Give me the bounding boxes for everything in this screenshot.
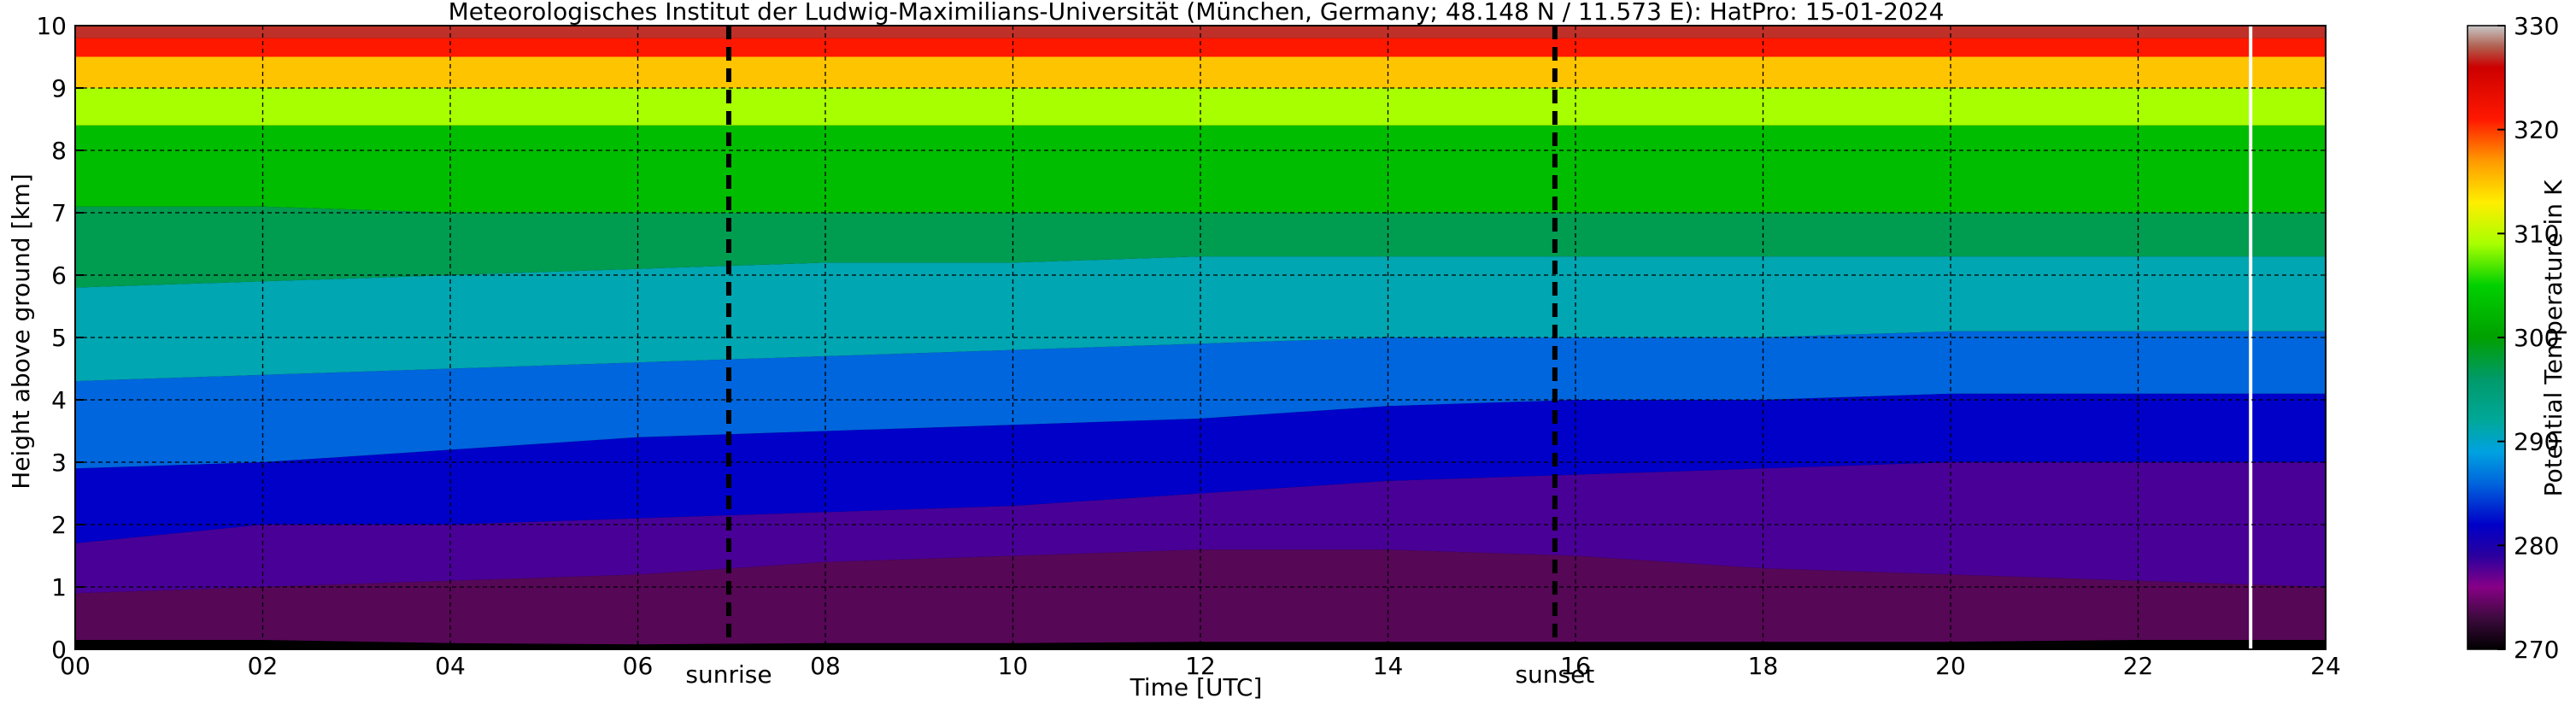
x-tick-label: 24 xyxy=(2310,652,2341,680)
colorbar-tick-label: 320 xyxy=(2514,116,2559,144)
y-tick-label: 6 xyxy=(51,261,67,290)
x-axis-label: Time [UTC] xyxy=(1130,673,1263,701)
sunset-label: sunset xyxy=(1515,660,1594,689)
chart-title: Meteorologisches Institut der Ludwig-Max… xyxy=(449,0,1945,26)
y-tick-label: 10 xyxy=(36,12,67,40)
colorbar-tick-label: 300 xyxy=(2514,324,2559,352)
y-axis-ticks: 0 1 2 3 4 5 6 7 8 9 10 xyxy=(36,12,84,664)
y-tick-label: 3 xyxy=(51,449,67,477)
x-tick-label: 04 xyxy=(435,652,466,680)
y-tick-label: 0 xyxy=(51,636,67,664)
x-tick-label: 14 xyxy=(1373,652,1404,680)
colorbar-tick-label: 290 xyxy=(2514,428,2559,456)
event-lines xyxy=(725,26,1558,649)
colorbar-tick-label: 310 xyxy=(2514,220,2559,248)
x-tick-label: 18 xyxy=(1748,652,1779,680)
x-tick-label: 12 xyxy=(1185,652,1216,680)
y-tick-label: 9 xyxy=(51,74,67,103)
y-tick-label: 7 xyxy=(51,199,67,227)
colorbar-tick-label: 270 xyxy=(2514,636,2559,664)
y-axis-label: Height above ground [km] xyxy=(7,173,35,490)
colorbar-ticks: 270 280 290 300 310 320 330 xyxy=(2497,12,2559,664)
grid-lines xyxy=(75,26,2326,649)
sunrise-label: sunrise xyxy=(685,660,772,689)
colorbar-label: Potential Temperature in K xyxy=(2539,179,2567,496)
y-tick-label: 2 xyxy=(51,511,67,539)
y-tick-label: 8 xyxy=(51,137,67,165)
x-tick-label: 06 xyxy=(623,652,654,680)
x-tick-label: 08 xyxy=(810,652,841,680)
heatmap-band-318 xyxy=(75,38,2326,57)
annotation-labels: sunrise sunset xyxy=(685,660,1594,689)
x-tick-label: 00 xyxy=(60,652,91,680)
plot-area xyxy=(74,25,2327,650)
x-tick-label: 22 xyxy=(2123,652,2154,680)
x-axis-ticks: 00 02 04 06 08 10 12 14 16 18 20 22 24 xyxy=(60,641,2341,680)
y-tick-label: 4 xyxy=(51,386,67,414)
y-tick-label: 1 xyxy=(51,573,67,601)
x-tick-label: 16 xyxy=(1560,652,1591,680)
x-tick-label: 20 xyxy=(1935,652,1966,680)
y-tick-label: 5 xyxy=(51,324,67,352)
x-tick-label: 02 xyxy=(248,652,279,680)
x-tick-label: 10 xyxy=(998,652,1029,680)
colorbar-tick-label: 280 xyxy=(2514,531,2559,560)
heatmap-band-300 xyxy=(75,125,2326,213)
colorbar-tick-label: 330 xyxy=(2514,12,2559,40)
colorbar: 270 280 290 300 310 320 330 xyxy=(2467,12,2559,664)
